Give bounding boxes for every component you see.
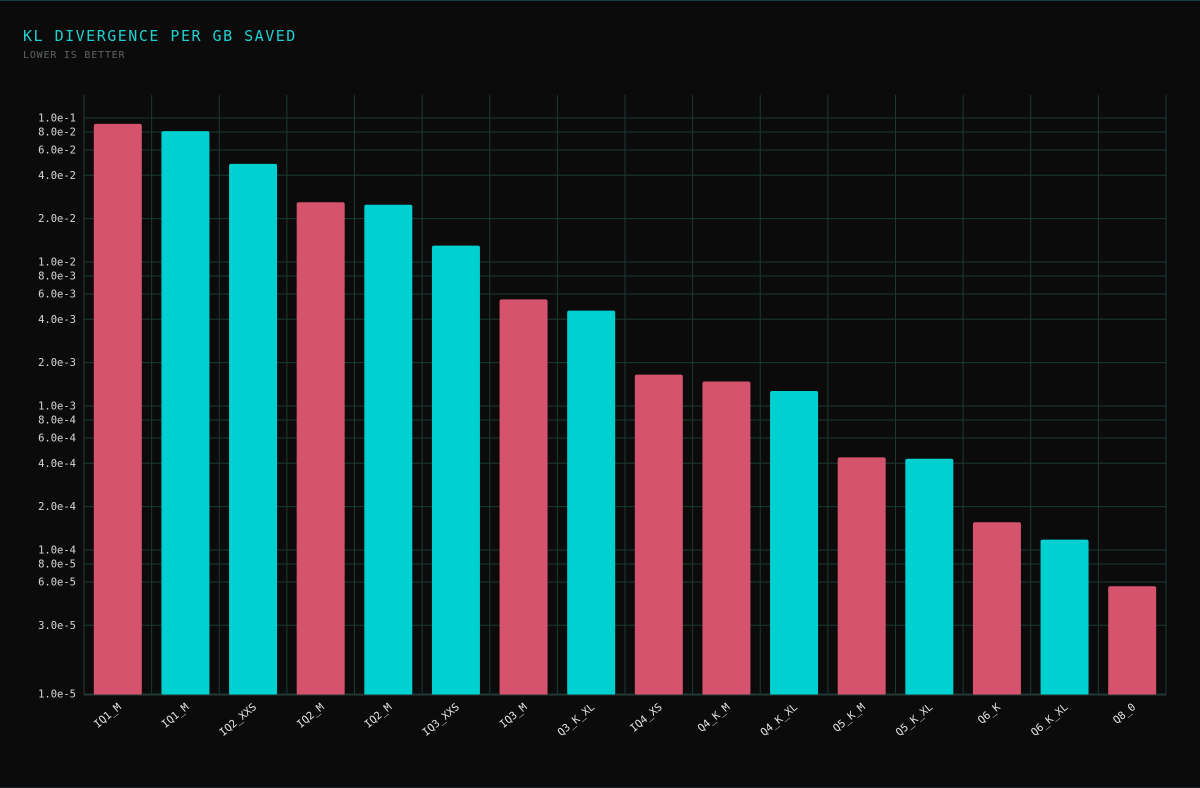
y-tick-label: 8.0e-5 bbox=[38, 558, 76, 570]
x-tick-label: Q3_K_XL bbox=[555, 701, 597, 739]
x-tick-label: IQ1_M bbox=[92, 701, 124, 731]
x-tick-label: IQ1_M bbox=[159, 701, 191, 731]
x-tick-label: IQ3_M bbox=[498, 701, 530, 731]
y-tick-label: 3.0e-5 bbox=[38, 620, 76, 632]
bar-q6-k-xl[interactable] bbox=[1040, 539, 1089, 695]
y-tick-label: 8.0e-4 bbox=[38, 414, 76, 426]
y-tick-label: 2.0e-4 bbox=[38, 501, 76, 513]
y-tick-label: 6.0e-4 bbox=[38, 432, 76, 444]
bar-q4-k-m[interactable] bbox=[702, 381, 751, 695]
y-tick-label: 8.0e-2 bbox=[38, 126, 76, 138]
bar-q8-0[interactable] bbox=[1108, 586, 1157, 695]
y-tick-label: 6.0e-3 bbox=[38, 288, 76, 300]
bar-iq2-m[interactable] bbox=[296, 202, 345, 695]
bar-q6-k[interactable] bbox=[972, 522, 1021, 695]
x-tick-label: IQ2_M bbox=[362, 701, 394, 731]
x-tick-label: Q6_K bbox=[976, 701, 1004, 727]
bar-q5-k-m[interactable] bbox=[837, 457, 886, 695]
bar-iq1-m[interactable] bbox=[93, 123, 142, 695]
x-tick-label: Q4_K_XL bbox=[758, 701, 800, 739]
y-tick-label: 1.0e-3 bbox=[38, 401, 76, 413]
x-tick-label: Q6_K_XL bbox=[1029, 701, 1071, 739]
x-tick-label: IQ4_XS bbox=[628, 701, 665, 735]
bar-iq2-m[interactable] bbox=[364, 204, 413, 695]
x-tick-label: Q5_K_XL bbox=[894, 701, 936, 739]
y-tick-label: 4.0e-4 bbox=[38, 458, 76, 470]
y-tick-label: 4.0e-3 bbox=[38, 314, 76, 326]
chart-title: KL DIVERGENCE PER GB SAVED bbox=[23, 27, 297, 45]
y-tick-label: 8.0e-3 bbox=[38, 270, 76, 282]
y-axis-tick-labels: 1.0e-18.0e-26.0e-24.0e-22.0e-21.0e-28.0e… bbox=[38, 113, 76, 701]
y-tick-label: 6.0e-2 bbox=[38, 144, 76, 156]
y-tick-label: 2.0e-3 bbox=[38, 357, 76, 369]
bar-iq3-m[interactable] bbox=[499, 299, 548, 695]
bar-q5-k-xl[interactable] bbox=[905, 458, 954, 695]
axes bbox=[83, 95, 1166, 696]
x-tick-label: IQ3_XXS bbox=[420, 701, 462, 739]
bar-iq1-m[interactable] bbox=[161, 131, 210, 695]
bar-q3-k-xl[interactable] bbox=[567, 310, 616, 695]
x-axis-tick-labels: IQ1_M IQ1_M IQ2_XXS IQ2_M IQ2_M IQ3_XXS IQ3_M Q… bbox=[92, 701, 1138, 739]
y-tick-label: 2.0e-2 bbox=[38, 213, 76, 225]
bar-iq3-xxs[interactable] bbox=[431, 245, 480, 695]
chart-subtitle: LOWER IS BETTER bbox=[23, 50, 126, 61]
x-tick-label: Q4_K_M bbox=[696, 701, 733, 735]
x-tick-label: IQ2_XXS bbox=[217, 701, 259, 739]
bars bbox=[93, 123, 1157, 696]
x-tick-label: Q8_0 bbox=[1111, 701, 1138, 726]
y-tick-label: 1.0e-4 bbox=[38, 545, 76, 557]
x-tick-label: IQ2_M bbox=[295, 701, 327, 731]
bar-iq2-xxs[interactable] bbox=[229, 163, 278, 696]
y-tick-label: 1.0e-1 bbox=[38, 113, 76, 125]
bar-q4-k-xl[interactable] bbox=[770, 391, 819, 695]
y-tick-label: 4.0e-2 bbox=[38, 170, 76, 182]
y-tick-label: 1.0e-2 bbox=[38, 257, 76, 269]
bar-iq4-xs[interactable] bbox=[634, 374, 683, 695]
y-tick-label: 1.0e-5 bbox=[38, 689, 76, 701]
x-tick-label: Q5_K_M bbox=[831, 701, 868, 735]
y-tick-label: 6.0e-5 bbox=[38, 576, 76, 588]
